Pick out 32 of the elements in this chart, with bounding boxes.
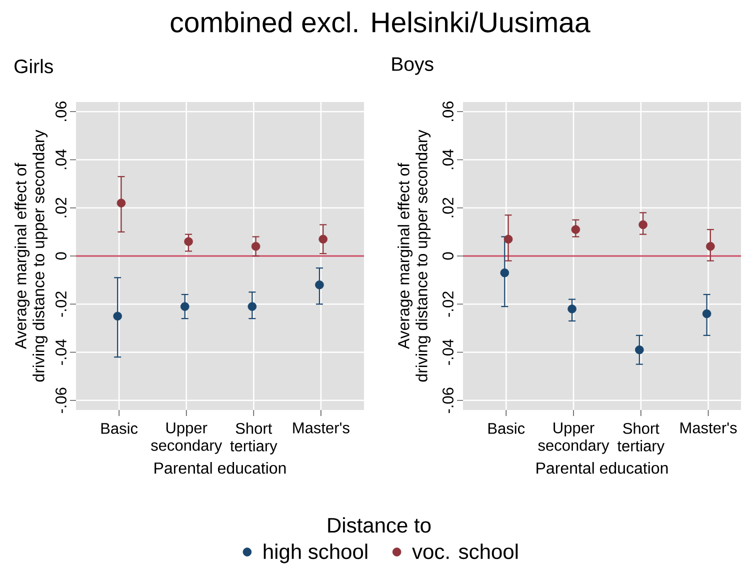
- y-tick-label: .06: [55, 102, 66, 121]
- chart-title: Girls: [14, 58, 53, 74]
- y-tick-label: -.06: [442, 388, 454, 414]
- x-axis-title: Parental education: [536, 462, 668, 474]
- y-tick-label: -.06: [55, 388, 66, 414]
- legend-label: voc. school: [412, 544, 518, 560]
- x-tick-label: Master's: [680, 422, 737, 434]
- y-tick-label: .04: [442, 149, 454, 170]
- y-axis-title: Average marginal effect of driving distance to upper secondary: [398, 130, 431, 382]
- x-tick-label: Short tertiary: [617, 422, 665, 454]
- x-tick-label: Upper secondary: [151, 422, 222, 454]
- y-tick-label: -.04: [55, 339, 66, 365]
- y-axis-title: Average marginal effect of driving distance to upper secondary: [14, 130, 48, 382]
- y-tick-label: .06: [442, 102, 454, 121]
- legend-label: high school: [264, 544, 368, 564]
- y-tick-label: -.02: [55, 292, 66, 317]
- legend-title: Distance to: [328, 517, 431, 533]
- y-tick-label: .04: [55, 149, 66, 170]
- x-tick-label: Basic: [101, 422, 138, 434]
- y-tick-label: 0: [442, 252, 454, 260]
- x-axis-title: Parental education: [154, 462, 286, 474]
- x-tick-label: Upper secondary: [538, 422, 610, 454]
- x-tick-label: Basic: [488, 422, 525, 434]
- y-tick-label: -.02: [442, 292, 454, 317]
- y-tick-label: -.04: [442, 339, 454, 365]
- chart-title: Boys: [392, 57, 434, 75]
- text: combined excl. Helsinki/Uusimaa: [170, 12, 590, 32]
- x-tick-label: Short tertiary: [230, 422, 278, 454]
- y-tick-label: 0: [55, 252, 66, 260]
- y-tick-label: .02: [55, 198, 66, 218]
- y-tick-label: .02: [442, 198, 454, 218]
- x-tick-label: Master's: [293, 422, 350, 434]
